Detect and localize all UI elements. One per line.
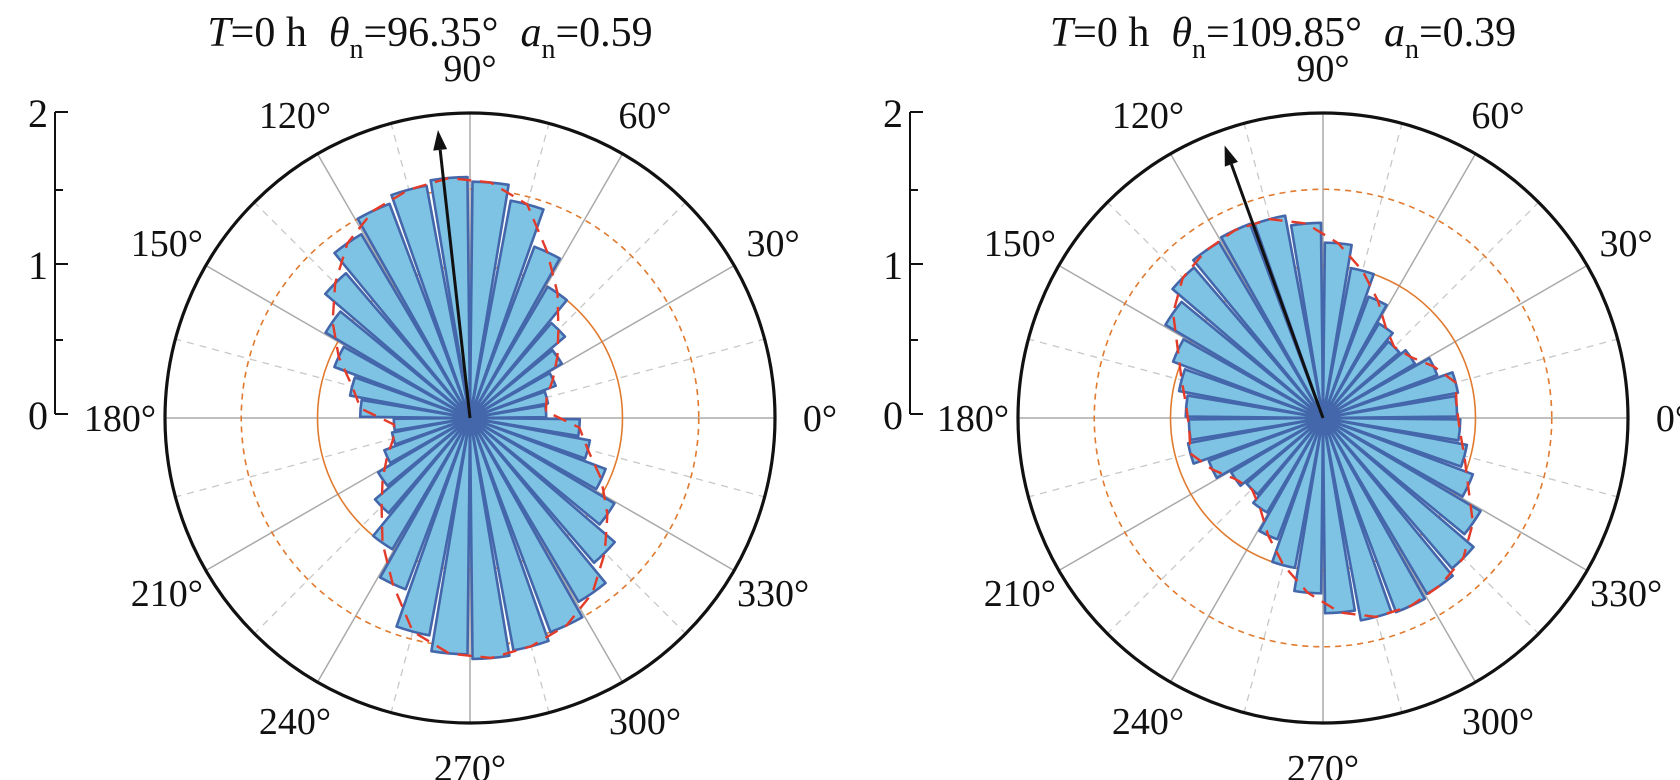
angle-tick-label-210: 210°	[131, 573, 203, 615]
angle-tick-label-240: 240°	[1112, 701, 1184, 743]
polar-bar	[468, 416, 617, 565]
mean-direction-arrowhead	[1224, 145, 1238, 167]
grid-ring-1	[1169, 264, 1477, 572]
polar-bar	[1321, 416, 1482, 536]
polar-chart-right: T=0 hθn=109.85°an=0.39 2 1 0 0°30°60°90°…	[883, 10, 1680, 780]
angle-tick-label-0: 0°	[1656, 398, 1680, 440]
polar-bar	[348, 376, 472, 420]
title-theta-value: =109.85°	[1206, 10, 1362, 56]
mean-direction-arrow	[1229, 163, 1325, 419]
angle-tick-label-180: 180°	[937, 398, 1009, 440]
radial-tick-2: 2	[28, 91, 48, 136]
title-theta-value: =96.35°	[364, 10, 499, 56]
polar-bar	[468, 416, 607, 604]
polar-outer-ring	[163, 111, 777, 725]
radial-tick-1: 1	[883, 243, 903, 288]
polar-plot-area-left: 0° 30° 60° 90° 120° 150° 180° 210° 240° 270° 300° 3…	[84, 48, 837, 780]
angle-tick-label-90: 90°	[1296, 48, 1349, 90]
grid-ring-1	[316, 264, 624, 572]
radial-tick-1: 1	[28, 243, 48, 288]
polar-bar	[376, 416, 472, 488]
angle-tick-label-210: 210°	[984, 573, 1056, 615]
polar-bar	[1252, 416, 1325, 514]
radial-scale-left: 2 1 0	[28, 91, 68, 438]
polar-bar	[1321, 416, 1455, 596]
fit-envelope	[331, 176, 609, 660]
chart-title-right: T=0 h θn=109.85° an=0.39	[1050, 10, 1516, 65]
radial-tick-0: 0	[28, 393, 48, 438]
title-a-var: a	[1384, 10, 1405, 56]
angle-tick-label-330: 330°	[737, 573, 809, 615]
title-a-var: a	[520, 10, 541, 56]
mean-direction-arrowhead	[433, 130, 448, 151]
angle-tick-label-150: 150°	[984, 223, 1056, 265]
angle-tick-label-120: 120°	[1112, 95, 1184, 137]
radial-scale-right: 2 1 0	[883, 91, 923, 438]
title-a-sub: n	[541, 34, 555, 65]
polar-bar	[371, 416, 472, 551]
polar-bar	[1321, 416, 1469, 468]
polar-bar	[1271, 416, 1325, 570]
grid-ring-1.5	[240, 188, 700, 648]
angle-tick-label-300: 300°	[1462, 701, 1534, 743]
angle-tick-label-150: 150°	[131, 223, 203, 265]
angle-tick-label-240: 240°	[259, 701, 331, 743]
polar-bar	[1321, 266, 1375, 420]
title-a-sub: n	[1405, 34, 1419, 65]
angle-tick-label-120: 120°	[259, 95, 331, 137]
polar-bar	[468, 416, 607, 491]
polar-bar	[1321, 416, 1462, 442]
polar-bar	[468, 321, 567, 420]
title-theta-var: θ	[1171, 10, 1192, 56]
angle-tick-label-270: 270°	[1287, 748, 1359, 780]
angle-tick-label-0: 0°	[803, 398, 837, 440]
fit-envelope	[1171, 217, 1475, 619]
angle-tick-label-60: 60°	[618, 95, 671, 137]
mean-direction-arrow	[438, 149, 472, 419]
angle-tick-label-180: 180°	[84, 398, 156, 440]
title-theta-sub: n	[1192, 34, 1206, 65]
radial-tick-0: 0	[883, 393, 903, 438]
polar-bar	[395, 416, 472, 637]
title-T-var: T	[1050, 10, 1076, 56]
polar-bar	[358, 398, 472, 420]
polar-chart-left: T=0 h θn=96.35° an=0.59 2 1 0 0°30°60°90°1…	[28, 10, 837, 780]
angle-tick-label-30: 30°	[747, 223, 800, 265]
angle-tick-label-330: 330°	[1590, 573, 1662, 615]
title-T-var: T	[207, 10, 233, 56]
angle-tick-label-30: 30°	[1600, 223, 1653, 265]
title-a-value: =0.39	[1419, 10, 1516, 56]
angle-tick-label-300: 300°	[609, 701, 681, 743]
polar-bar	[324, 310, 472, 420]
polar-outer-ring	[1016, 111, 1630, 725]
angle-tick-label-90: 90°	[443, 48, 496, 90]
polar-plot-area-right: 0° 30° 60° 90° 120° 150° 180° 210° 240° 270° 300° 3…	[937, 48, 1680, 780]
title-T-value: =0 h	[231, 10, 307, 56]
polar-bar	[429, 175, 472, 420]
title-a-value: =0.59	[555, 10, 652, 56]
polar-bar	[1164, 300, 1325, 420]
radial-tick-2: 2	[883, 91, 903, 136]
angle-tick-label-60: 60°	[1471, 95, 1524, 137]
title-theta-sub: n	[350, 34, 364, 65]
title-theta-var: θ	[329, 10, 350, 56]
angle-tick-label-270: 270°	[434, 748, 506, 780]
polar-bar	[1177, 368, 1325, 420]
grid-ring-1.5	[1093, 188, 1553, 648]
title-T-value: =0 h	[1073, 10, 1149, 56]
chart-title-left: T=0 h θn=96.35° an=0.59	[207, 10, 652, 65]
polar-bar	[1184, 394, 1325, 420]
